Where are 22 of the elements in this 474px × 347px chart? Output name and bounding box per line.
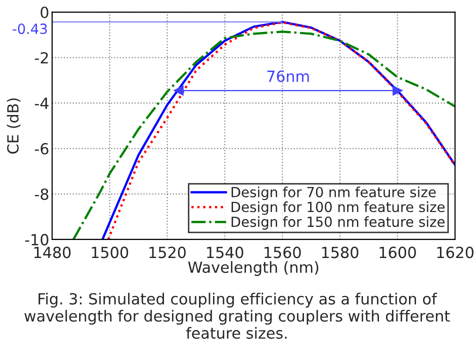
y-tick-label: -6 <box>34 142 48 155</box>
y-tick-label: -4 <box>34 98 49 109</box>
x-tick-label: 1580 <box>322 246 358 258</box>
y-tick-label: -2 <box>34 52 48 64</box>
y-tick-label: -8 <box>34 188 48 200</box>
x-tick-label: 1620 <box>437 246 474 258</box>
x-tick-label: 1600 <box>380 246 416 258</box>
y-tick-label: 0 <box>40 6 48 18</box>
x-tick-label: 1500 <box>92 246 128 258</box>
legend-label: Design for 150 nm feature size <box>232 216 445 230</box>
annotation: -0.43 <box>12 24 47 34</box>
x-axis-title: Wavelength (nm) <box>188 261 318 276</box>
y-axis-title: CE (dB) <box>6 98 20 154</box>
x-tick-label: 1520 <box>149 246 186 258</box>
annotation: 76nm <box>267 70 309 82</box>
legend-label: Design for 70 nm feature size <box>232 186 436 200</box>
y-tick-label: -10 <box>25 234 48 246</box>
legend-label: Design for 100 nm feature size <box>232 201 445 215</box>
x-tick-label: 1480 <box>34 246 71 258</box>
x-tick-label: 1540 <box>207 246 244 258</box>
x-tick-label: 1560 <box>264 246 301 258</box>
caption: Fig. 3: Simulated coupling efficiency as a function of wavelength for designed grating couplers with different feature sizes. <box>24 292 450 339</box>
